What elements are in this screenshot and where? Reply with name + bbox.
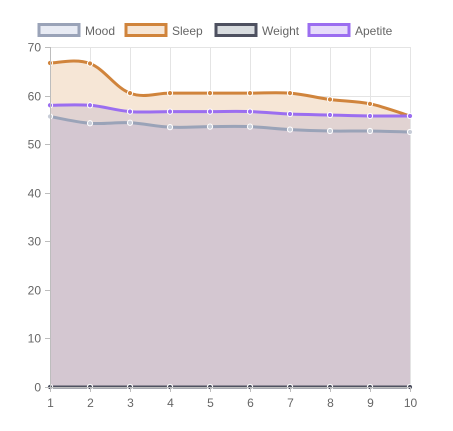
y-tick-label: 40 — [28, 187, 42, 201]
x-tick-label: 2 — [87, 396, 94, 410]
axes — [50, 47, 410, 388]
data-point-sleep[interactable] — [326, 96, 334, 103]
x-tick-label: 8 — [327, 396, 334, 410]
y-tick-label: 70 — [28, 41, 42, 55]
data-point-apetite[interactable] — [326, 111, 334, 119]
series-line-sleep — [48, 59, 412, 118]
y-tick-label: 50 — [28, 138, 42, 152]
legend-label-weight: Weight — [262, 24, 300, 38]
series-fill-mood — [50, 116, 410, 388]
legend-swatch-sleep — [124, 23, 168, 37]
data-point-sleep[interactable] — [286, 90, 294, 97]
legend-swatch-apetite — [307, 23, 351, 37]
legend-item-apetite[interactable]: Apetite — [307, 23, 393, 38]
legend-swatch-mood — [37, 23, 81, 37]
legend-label-mood: Mood — [85, 24, 115, 38]
x-tick-label: 4 — [167, 396, 174, 410]
legend-item-sleep[interactable]: Sleep — [124, 23, 203, 38]
data-point-mood[interactable] — [166, 124, 174, 131]
series-fills — [50, 60, 410, 388]
legend-swatch-weight — [214, 23, 258, 37]
y-tick-label: 20 — [28, 284, 42, 298]
data-point-sleep[interactable] — [86, 60, 94, 67]
data-point-apetite[interactable] — [286, 110, 294, 118]
x-tick-label: 10 — [404, 396, 418, 410]
data-point-mood[interactable] — [126, 119, 134, 126]
y-tick-label: 60 — [28, 90, 42, 104]
x-tick-label: 1 — [47, 396, 54, 410]
data-point-mood[interactable] — [206, 123, 214, 130]
data-point-sleep[interactable] — [126, 90, 134, 97]
data-point-mood[interactable] — [286, 126, 294, 133]
data-point-mood[interactable] — [246, 123, 254, 130]
data-point-mood[interactable] — [86, 120, 94, 127]
data-point-sleep[interactable] — [206, 90, 214, 97]
legend-item-weight[interactable]: Weight — [214, 23, 300, 38]
x-tick-label: 7 — [287, 396, 294, 410]
data-point-apetite[interactable] — [86, 102, 94, 109]
y-tick-label: 0 — [34, 381, 41, 395]
legend-label-apetite: Apetite — [355, 24, 393, 38]
data-point-sleep[interactable] — [166, 90, 174, 97]
data-point-apetite[interactable] — [206, 108, 214, 115]
x-tick-label: 6 — [247, 396, 254, 410]
x-tick-label: 5 — [207, 396, 214, 410]
x-tick-label: 3 — [127, 396, 134, 410]
series-line-mood — [48, 114, 412, 134]
y-tick-label: 30 — [28, 235, 42, 249]
data-point-apetite[interactable] — [246, 108, 254, 115]
data-point-mood[interactable] — [406, 128, 414, 136]
legend: Mood Sleep Weight Apetite — [37, 23, 393, 38]
y-tick-label: 10 — [28, 332, 42, 346]
data-point-apetite[interactable] — [366, 112, 374, 120]
data-point-sleep[interactable] — [246, 90, 254, 97]
legend-item-mood[interactable]: Mood — [37, 23, 115, 38]
data-point-apetite[interactable] — [166, 108, 174, 115]
data-point-mood[interactable] — [366, 127, 374, 135]
data-point-sleep[interactable] — [366, 100, 374, 107]
x-axis-ticks: 1 2 3 4 5 6 7 8 9 10 — [47, 387, 417, 410]
legend-label-sleep: Sleep — [172, 24, 203, 38]
series-line-apetite — [48, 103, 412, 118]
data-point-apetite[interactable] — [126, 108, 134, 115]
x-tick-label: 9 — [367, 396, 374, 410]
data-point-apetite[interactable] — [406, 112, 414, 120]
data-point-mood[interactable] — [326, 127, 334, 135]
y-axis-ticks: 0 10 20 30 40 50 60 70 — [28, 41, 50, 395]
